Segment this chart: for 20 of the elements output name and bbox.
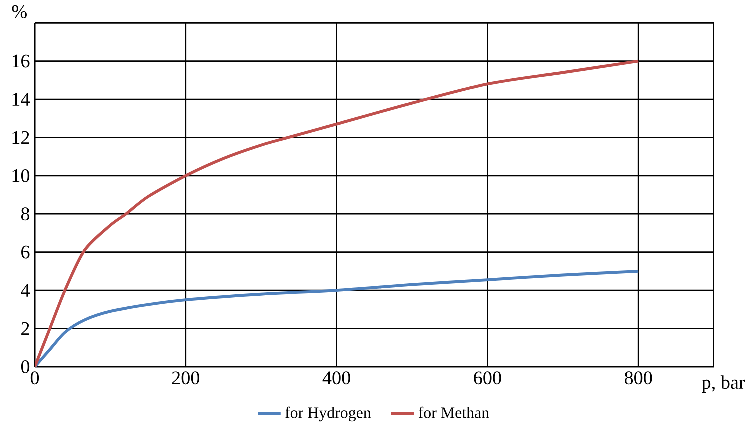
y-tick-label: 12 xyxy=(12,131,30,144)
y-tick-label: 8 xyxy=(21,208,30,221)
legend-label: for Methan xyxy=(418,406,490,418)
legend-label: for Hydrogen xyxy=(286,406,372,422)
line-series xyxy=(34,60,640,367)
y-tick-label: 6 xyxy=(22,246,30,259)
y-tick-label: 16 xyxy=(12,54,30,68)
y-tick-label: 10 xyxy=(12,169,30,182)
y-tick-label: 2 xyxy=(22,322,30,336)
x-tick-label: 800 xyxy=(624,372,652,385)
x-tick-label: 400 xyxy=(322,372,350,385)
y-axis-title: % xyxy=(12,5,27,18)
line-series xyxy=(34,270,640,367)
x-tick-label: 0 xyxy=(30,372,40,385)
x-tick-label: 200 xyxy=(172,372,200,385)
x-axis-title: p, bar xyxy=(702,376,746,393)
y-tick-label: 14 xyxy=(12,93,30,106)
y-tick-label: 0 xyxy=(21,360,30,374)
x-tick-label: 600 xyxy=(474,372,502,385)
y-tick-label: 4 xyxy=(21,284,30,297)
